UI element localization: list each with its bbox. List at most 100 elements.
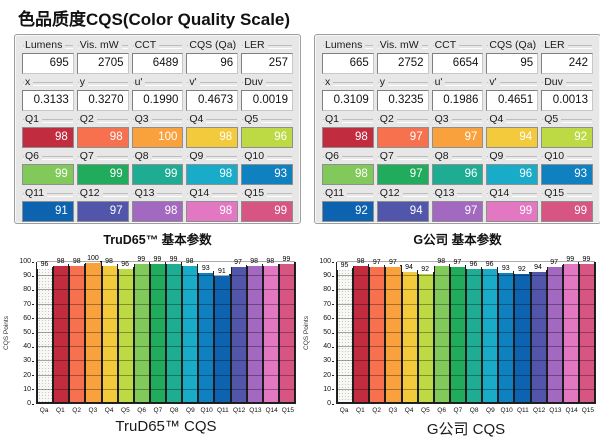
group-label: x xyxy=(324,77,334,88)
group-cqsqa: CQS (Qa) 96 xyxy=(186,40,240,75)
group-label: Q5 xyxy=(243,114,262,125)
value-field[interactable]: 0.1990 xyxy=(131,90,184,111)
group-label: Q6 xyxy=(24,151,43,162)
group-label: Q8 xyxy=(133,151,152,162)
bar-q7 xyxy=(449,265,466,403)
panel-row: Q1 98 Q2 98 Q3 100 Q4 98 Q5 96 xyxy=(22,114,293,149)
x-tick-label-q11: Q11 xyxy=(516,407,529,414)
panel-row: Q11 91 Q12 97 Q13 98 Q14 98 Q15 99 xyxy=(22,188,293,223)
group-label: LER xyxy=(243,40,268,51)
y-tick-label-0: 0 xyxy=(11,400,34,408)
bar-value-label-q14: 98 xyxy=(262,257,278,266)
value-field[interactable]: 0.3109 xyxy=(322,90,374,111)
gridline-100 xyxy=(37,261,295,262)
q-color-swatch: 92 xyxy=(541,127,593,148)
group-label: Duv xyxy=(243,77,266,88)
y-tick-label-60: 60 xyxy=(311,315,334,323)
group-q14: Q14 98 xyxy=(186,188,239,223)
x-axis: Qa Q1 Q2 Q3 Q4 Q5 Q6 Q7 Q8 Q9 Q10 Q11 Q12 Q13 Q14 Q15 xyxy=(36,407,296,414)
group-q12: Q12 94 xyxy=(376,188,429,223)
bar-value-label-q3: 97 xyxy=(385,259,401,268)
value-field[interactable]: 0.0019 xyxy=(241,90,293,111)
value-field[interactable]: 257 xyxy=(241,53,293,74)
x-tick-label-q6: Q6 xyxy=(137,407,146,414)
gridline-100 xyxy=(337,261,595,262)
group-ler: LER 242 xyxy=(541,40,593,75)
group-label: Q2 xyxy=(78,114,97,125)
value-field[interactable]: 242 xyxy=(541,53,593,74)
value-field[interactable]: 6489 xyxy=(131,53,184,74)
bar-value-label-q9: 96 xyxy=(482,260,498,269)
value-field[interactable]: 665 xyxy=(322,53,374,74)
value-field[interactable]: 95 xyxy=(486,53,539,74)
bar-value-label-q13: 97 xyxy=(546,259,562,268)
group-duv: Duv 0.0013 xyxy=(541,77,593,112)
group-label: Q12 xyxy=(378,188,403,199)
value-field[interactable]: 2705 xyxy=(76,53,129,74)
x-axis: Qa Q1 Q2 Q3 Q4 Q5 Q6 Q7 Q8 Q9 Q10 Q11 Q12 Q13 Q14 Q15 xyxy=(336,407,596,414)
value-field[interactable]: 6654 xyxy=(431,53,484,74)
q-color-swatch: 100 xyxy=(131,127,184,148)
bar-q10 xyxy=(198,270,215,403)
gridline-40 xyxy=(37,346,295,348)
group-label: Lumens xyxy=(24,40,66,51)
group-v: v' 0.4673 xyxy=(186,77,239,112)
value-field[interactable]: 0.4673 xyxy=(186,90,239,111)
group-label: Lumens xyxy=(324,40,366,51)
x-tick-label-q7: Q7 xyxy=(453,407,463,414)
group-label: Q14 xyxy=(188,188,213,199)
value-field[interactable]: 0.1986 xyxy=(431,90,484,111)
value-field[interactable]: 695 xyxy=(22,53,74,74)
bar-value-label-q1: 98 xyxy=(53,257,69,266)
group-label: Q12 xyxy=(78,188,103,199)
value-field[interactable]: 2752 xyxy=(376,53,429,74)
group-duv: Duv 0.0019 xyxy=(241,77,293,112)
q-color-swatch: 99 xyxy=(131,164,184,185)
bar-q4 xyxy=(101,263,118,403)
x-tick-label-q2: Q2 xyxy=(372,407,381,414)
x-tick-label-qa: Qa xyxy=(39,407,49,414)
value-field[interactable]: 0.0013 xyxy=(541,90,593,111)
q-color-swatch: 98 xyxy=(186,201,239,222)
bar-q1 xyxy=(353,263,370,403)
q-color-swatch: 98 xyxy=(322,127,374,148)
bar-value-label-q9: 98 xyxy=(182,257,198,266)
x-tick-label-q13: Q13 xyxy=(249,407,262,414)
bar-value-label-q6: 99 xyxy=(133,256,149,265)
y-tick-label-50: 50 xyxy=(311,329,334,337)
bar-value-label-q12: 97 xyxy=(230,259,246,268)
value-field[interactable]: 96 xyxy=(186,53,239,74)
y-tick-label-10: 10 xyxy=(11,386,34,394)
panel-row: Lumens 665 Vis. mW 2752 CCT 6654 CQS (Qa) 95 LER… xyxy=(322,40,593,75)
group-label: Q2 xyxy=(378,114,397,125)
group-label: Vis. mW xyxy=(78,40,122,51)
x-tick-label-q4: Q4 xyxy=(404,407,414,414)
bar-value-label-q7: 99 xyxy=(149,256,165,265)
bar-value-label-qa: 95 xyxy=(337,262,353,271)
group-label: CQS (Qa) xyxy=(488,40,540,51)
bar-value-label-q3: 100 xyxy=(85,255,101,263)
group-label: Q14 xyxy=(488,188,513,199)
value-field[interactable]: 0.4651 xyxy=(486,90,539,111)
value-field[interactable]: 0.3133 xyxy=(22,90,74,111)
q-color-swatch: 98 xyxy=(186,127,239,148)
gridline-60 xyxy=(337,317,595,319)
group-label: Q7 xyxy=(78,151,97,162)
q-color-swatch: 93 xyxy=(241,164,293,185)
bar-q13 xyxy=(546,265,563,403)
group-label: CCT xyxy=(133,40,160,51)
q-color-swatch: 97 xyxy=(376,164,429,185)
x-tick-label-q3: Q3 xyxy=(88,407,98,414)
bar-value-label-q2: 97 xyxy=(369,259,385,268)
q-color-swatch: 96 xyxy=(241,127,293,148)
bar-value-label-q11: 92 xyxy=(514,266,530,275)
value-field[interactable]: 0.3270 xyxy=(76,90,129,111)
group-q3: Q3 100 xyxy=(131,114,184,149)
group-label: Q13 xyxy=(133,188,158,199)
group-label: Q3 xyxy=(133,114,152,125)
group-label: Q11 xyxy=(24,188,48,199)
group-q7: Q7 99 xyxy=(76,151,129,186)
panel-row: x 0.3109 y 0.3235 u' 0.1986 v' 0.4651 Duv 0.0013 xyxy=(322,77,593,112)
value-field[interactable]: 0.3235 xyxy=(376,90,429,111)
group-label: Q13 xyxy=(433,188,458,199)
